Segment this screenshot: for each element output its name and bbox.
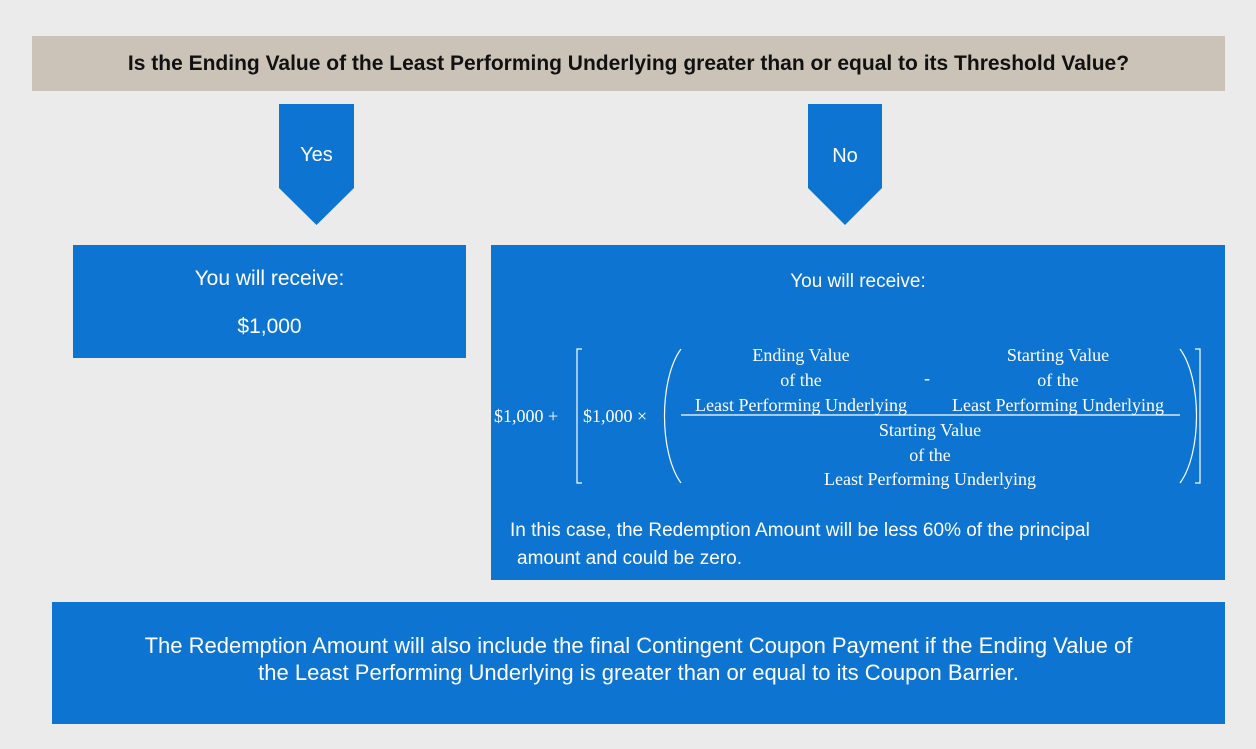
yes-outcome-box: You will receive: $1,000 <box>73 245 466 358</box>
formula-multiplier: $1,000 × <box>583 406 648 426</box>
right-square-bracket <box>1195 348 1201 484</box>
note-line1: In this case, the Redemption Amount will… <box>510 520 1090 541</box>
denominator: Starting Value of the Least Performing U… <box>805 418 1055 492</box>
redemption-formula: $1,000 + $1,000 × Ending Value of the Le… <box>491 341 1225 491</box>
footer-line1: The Redemption Amount will also include … <box>144 633 1133 658</box>
numerator-left: Ending Value of the Least Performing Und… <box>676 343 926 418</box>
no-outcome-box: You will receive: $1,000 + $1,000 × Endi… <box>491 245 1225 580</box>
yes-receive-label: You will receive: <box>194 267 345 290</box>
no-label: No <box>832 145 858 167</box>
numerator-left-line3: Least Performing Underlying <box>695 395 907 415</box>
denominator-line3: Least Performing Underlying <box>824 469 1036 489</box>
yes-arrow: Yes <box>279 104 354 225</box>
numerator-left-line2: of the <box>780 370 822 390</box>
formula-base: $1,000 + <box>494 406 559 426</box>
denominator-line1: Starting Value <box>878 420 982 440</box>
no-arrow: No <box>808 104 882 225</box>
yes-arrow-shape <box>279 104 354 225</box>
numerator-left-line1: Ending Value <box>752 345 850 365</box>
numerator-right-line1: Starting Value <box>1006 345 1110 365</box>
question-banner: Is the Ending Value of the Least Perform… <box>32 36 1225 91</box>
no-outcome-note: In this case, the Redemption Amount will… <box>510 517 1210 573</box>
footer-line2: the Least Performing Underlying is great… <box>258 660 1019 685</box>
formula-minus: - <box>924 368 930 388</box>
denominator-line2: of the <box>909 444 951 465</box>
footer-box: The Redemption Amount will also include … <box>52 602 1225 724</box>
formula-brackets <box>576 348 1201 484</box>
note-line2: amount and could be zero. <box>517 548 742 569</box>
left-square-bracket <box>576 348 582 484</box>
question-text: Is the Ending Value of the Least Perform… <box>127 51 1130 75</box>
numerator-right-line2: of the <box>1037 370 1079 390</box>
right-paren <box>1179 348 1198 484</box>
yes-amount: $1,000 <box>237 315 302 338</box>
no-arrow-shape <box>808 104 882 225</box>
yes-label: Yes <box>300 144 333 166</box>
numerator-right: Starting Value of the Least Performing U… <box>933 343 1183 418</box>
numerator-right-line3: Least Performing Underlying <box>952 395 1164 415</box>
footer-text: The Redemption Amount will also include … <box>72 632 1205 686</box>
no-receive-label: You will receive: <box>790 271 926 292</box>
left-paren <box>663 348 682 484</box>
